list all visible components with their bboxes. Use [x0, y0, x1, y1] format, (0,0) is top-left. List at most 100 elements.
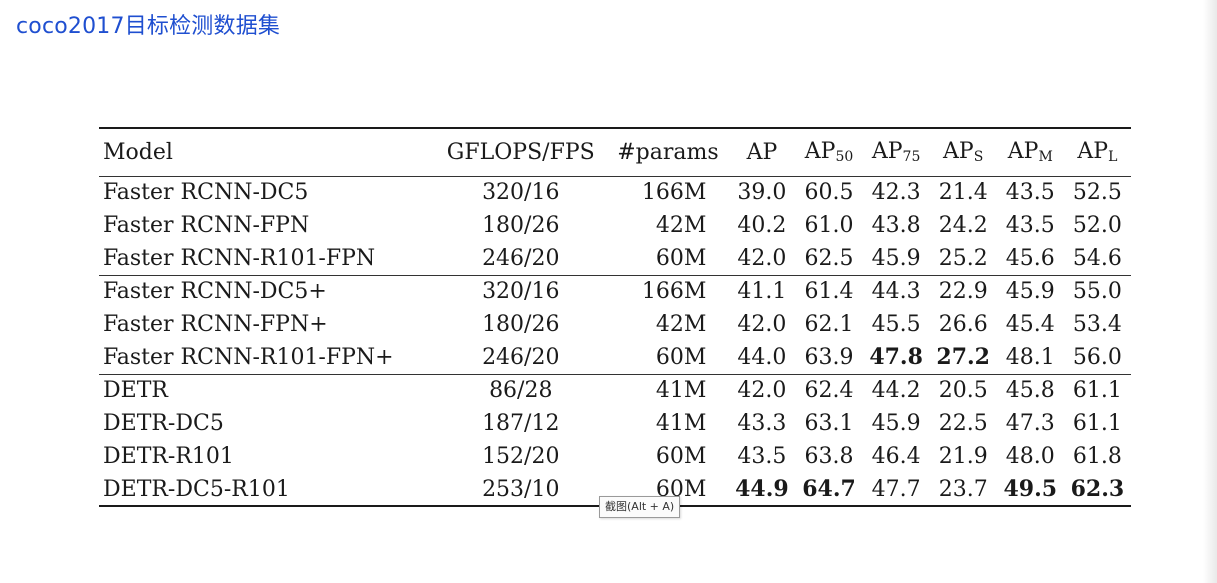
model-cell: DETR-DC5 — [103, 411, 224, 436]
aps-cell: 22.9 — [929, 274, 997, 308]
model-cell: Faster RCNN-R101-FPN+ — [103, 344, 394, 370]
ap50-cell: 61.0 — [804, 213, 854, 238]
ap50-cell: 62.1 — [804, 312, 854, 337]
ap-cell: 43.5 — [737, 444, 787, 469]
gflops-fps-cell: 180/26 — [482, 213, 560, 238]
apm-cell: 45.6 — [1005, 245, 1055, 271]
gflops-fps-cell: 180/26 — [482, 312, 560, 337]
ap75-cell: 47.7 — [862, 473, 930, 507]
ap-cell: 44.0 — [737, 344, 787, 370]
params-cell: 166M — [607, 175, 729, 209]
ap75-cell: 43.8 — [871, 213, 921, 238]
ap50-cell: 63.9 — [804, 344, 854, 370]
header-model: Model — [103, 139, 173, 165]
apm-cell: 45.4 — [1005, 312, 1055, 337]
ap50-cell: 61.4 — [795, 274, 863, 308]
model-cell: Faster RCNN-FPN — [103, 213, 310, 238]
apm-cell: 45.9 — [996, 274, 1064, 308]
header-ap: AP — [746, 139, 778, 165]
apm-cell: 48.1 — [1005, 344, 1055, 370]
table-row: Faster RCNN-R101-FPN+ 246/20 60M 44.0 63… — [99, 341, 1131, 374]
params-cell: 41M — [607, 373, 729, 407]
header-ap75: AP75 — [871, 139, 921, 166]
apl-cell-best: 62.3 — [1063, 473, 1131, 507]
model-cell: DETR-DC5-R101 — [99, 473, 435, 507]
model-cell: Faster RCNN-DC5 — [99, 175, 435, 209]
table-row: Faster RCNN-FPN+ 180/26 42M 42.0 62.1 45… — [99, 308, 1131, 341]
ap75-cell: 42.3 — [862, 175, 930, 209]
results-table: Model GFLOPS/FPS #params AP AP50 AP75 AP… — [99, 127, 1131, 507]
header-row: Model GFLOPS/FPS #params AP AP50 AP75 AP… — [99, 128, 1131, 176]
params-cell: 60M — [655, 444, 707, 469]
model-cell: Faster RCNN-DC5+ — [99, 274, 435, 308]
ap75-cell: 44.3 — [862, 274, 930, 308]
ap50-cell: 62.5 — [804, 245, 854, 271]
gflops-fps-cell: 320/16 — [434, 274, 608, 308]
ap50-cell: 62.4 — [795, 373, 863, 407]
ap75-cell: 44.2 — [862, 373, 930, 407]
model-cell: Faster RCNN-FPN+ — [103, 312, 328, 337]
apm-cell: 43.5 — [996, 175, 1064, 209]
apl-cell: 52.5 — [1063, 175, 1131, 209]
aps-cell: 22.5 — [938, 411, 988, 436]
ap75-cell: 45.9 — [871, 411, 921, 436]
header-apl: APL — [1077, 139, 1118, 166]
ap75-cell: 46.4 — [871, 444, 921, 469]
aps-cell-best: 27.2 — [936, 344, 990, 371]
gflops-fps-cell: 253/10 — [434, 473, 608, 507]
aps-cell: 26.6 — [938, 312, 988, 337]
ap50-cell-best: 64.7 — [795, 473, 863, 507]
ap-cell: 42.0 — [737, 312, 787, 337]
apm-cell-best: 49.5 — [996, 473, 1064, 507]
ap-cell-best: 44.9 — [728, 473, 796, 507]
ap-cell: 41.1 — [728, 274, 796, 308]
apm-cell: 43.5 — [1005, 213, 1055, 238]
gflops-fps-cell: 86/28 — [434, 373, 608, 407]
scroll-edge — [1203, 0, 1217, 583]
ap50-cell: 60.5 — [795, 175, 863, 209]
table-row: Faster RCNN-FPN 180/26 42M 40.2 61.0 43.… — [99, 209, 1131, 242]
apl-cell: 56.0 — [1072, 344, 1122, 370]
aps-cell: 25.2 — [938, 245, 988, 271]
table-row: Faster RCNN-DC5+ 320/16 166M 41.1 61.4 4… — [99, 274, 1131, 308]
ap-cell: 42.0 — [728, 373, 796, 407]
table-row: DETR 86/28 41M 42.0 62.4 44.2 20.5 45.8 … — [99, 373, 1131, 407]
aps-cell: 21.4 — [929, 175, 997, 209]
ap-cell: 39.0 — [728, 175, 796, 209]
params-cell: 60M — [655, 245, 707, 271]
params-cell: 60M — [655, 344, 707, 370]
ap-cell: 42.0 — [737, 245, 787, 271]
aps-cell: 23.7 — [929, 473, 997, 507]
params-cell: 42M — [655, 213, 707, 238]
aps-cell: 21.9 — [938, 444, 988, 469]
gflops-fps-cell: 320/16 — [434, 175, 608, 209]
table-row: Faster RCNN-DC5 320/16 166M 39.0 60.5 42… — [99, 175, 1131, 209]
apl-cell: 52.0 — [1072, 213, 1122, 238]
params-cell: 42M — [655, 312, 707, 337]
apl-cell: 61.8 — [1072, 444, 1122, 469]
ap50-cell: 63.1 — [804, 411, 854, 436]
apl-cell: 61.1 — [1072, 411, 1122, 436]
apm-cell: 47.3 — [1005, 411, 1055, 436]
model-cell: DETR — [99, 373, 435, 407]
apl-cell: 54.6 — [1072, 245, 1122, 271]
ap-cell: 43.3 — [737, 411, 787, 436]
aps-cell: 20.5 — [929, 373, 997, 407]
apm-cell: 48.0 — [1005, 444, 1055, 469]
table-row: DETR-DC5 187/12 41M 43.3 63.1 45.9 22.5 … — [99, 407, 1131, 440]
apl-cell: 61.1 — [1063, 373, 1131, 407]
header-aps: APS — [943, 139, 984, 166]
header-apm: APM — [1007, 139, 1053, 166]
gflops-fps-cell: 246/20 — [482, 344, 560, 370]
params-cell: 41M — [655, 411, 707, 436]
table-row: Faster RCNN-R101-FPN 246/20 60M 42.0 62.… — [99, 242, 1131, 275]
screenshot-tooltip: 截图(Alt + A) — [599, 496, 681, 518]
header-gflops-fps: GFLOPS/FPS — [446, 139, 595, 165]
model-cell: Faster RCNN-R101-FPN — [103, 245, 376, 271]
header-params: #params — [617, 139, 719, 165]
apl-cell: 55.0 — [1063, 274, 1131, 308]
ap75-cell: 45.9 — [871, 245, 921, 271]
ap75-cell: 45.5 — [871, 312, 921, 337]
apl-cell: 53.4 — [1072, 312, 1122, 337]
gflops-fps-cell: 152/20 — [482, 444, 560, 469]
